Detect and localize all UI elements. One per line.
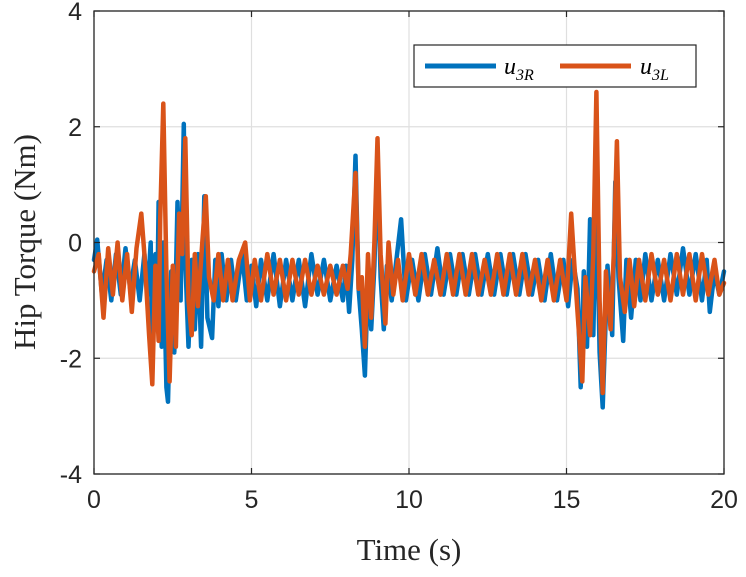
y-tick-label: -2	[60, 345, 82, 373]
x-axis-label: Time (s)	[357, 532, 462, 567]
legend-label-u3R: u3R	[504, 54, 534, 84]
series-line-u3L	[91, 89, 727, 396]
legend-label-u3L-sub: 3L	[651, 67, 669, 84]
series-layer	[91, 89, 727, 410]
x-tick-label: 0	[87, 486, 101, 514]
y-tick-label: 0	[68, 230, 82, 258]
legend-label-u3L: u3L	[640, 54, 669, 84]
x-tick-label: 10	[395, 486, 423, 514]
x-tick-label: 15	[553, 486, 581, 514]
x-tick-label: 20	[710, 486, 738, 514]
x-tick-label: 5	[245, 486, 259, 514]
legend-label-u3L-base: u	[640, 54, 652, 80]
legend-label-u3R-base: u	[504, 54, 516, 80]
y-axis-label: Hip Torque (Nm)	[7, 134, 42, 350]
ticks	[93, 10, 725, 475]
y-tick-label: 4	[68, 0, 82, 26]
legend-label-u3R-sub: 3R	[515, 67, 534, 84]
y-tick-label: -4	[60, 461, 82, 489]
y-tick-label: 2	[68, 114, 82, 142]
tick-labels: 0 5 10 15 20 -4 -2 0 2 4	[60, 0, 738, 514]
legend: u3R u3L	[413, 44, 697, 88]
